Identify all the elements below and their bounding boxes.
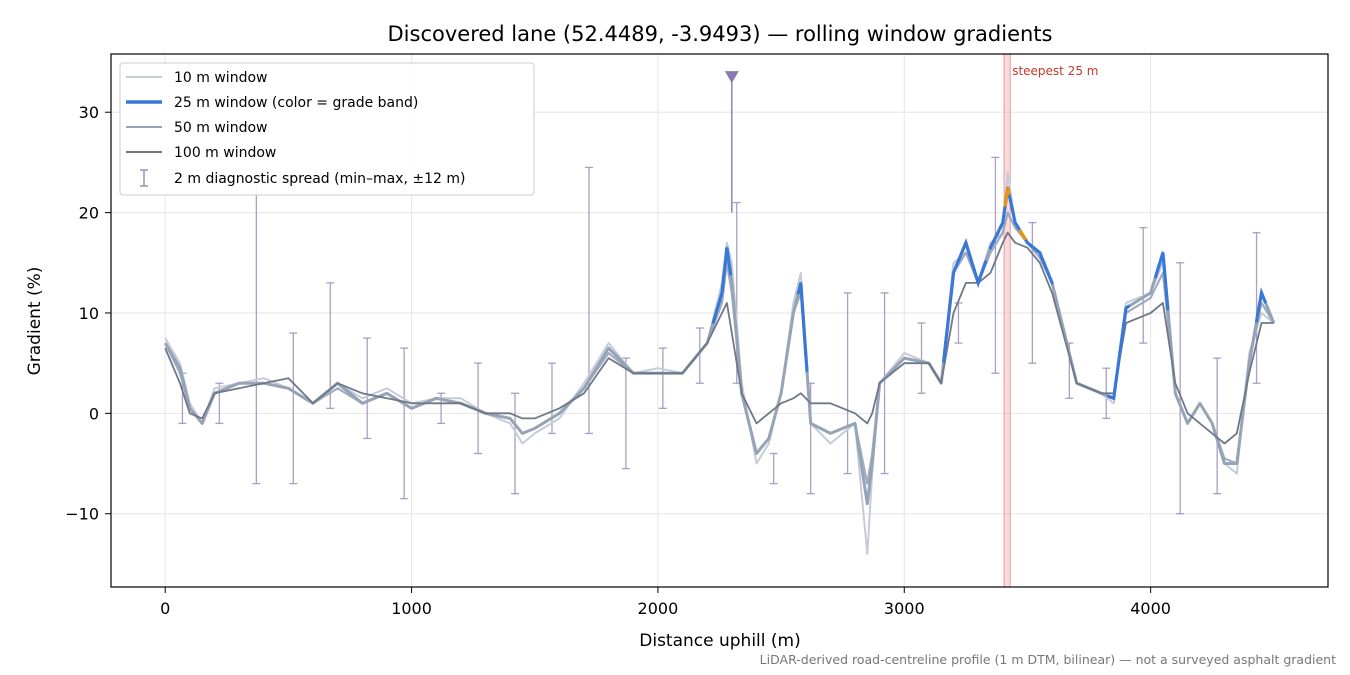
legend: 10 m window 25 m window (color = grade b… (119, 62, 535, 196)
error-bar (991, 156, 1000, 374)
series-line-100m (164, 231, 1274, 445)
series-25m-band-segment (1154, 252, 1170, 311)
series-lines (163, 171, 1276, 555)
gridlines (111, 54, 1328, 587)
series-25m-band-segment (1255, 287, 1267, 323)
plot-frame (110, 53, 1329, 588)
series-25m-band-segment (796, 282, 809, 373)
axis-ticks: 0 1000 2000 3000 4000 −10 0 10 20 30 (65, 103, 1171, 618)
error-bar (843, 292, 852, 475)
legend-label-50m: 50 m window (174, 120, 267, 136)
error-bar (252, 171, 261, 485)
legend-label-errorbar: 2 m diagnostic spread (min–max, ±12 m) (174, 171, 465, 187)
error-bar (400, 347, 409, 500)
x-tick-label: 1000 (391, 599, 432, 618)
y-axis-label: Gradient (%) (25, 267, 45, 376)
x-tick-label: 2000 (638, 599, 679, 618)
legend-label-10m: 10 m window (174, 70, 267, 86)
y-tick-label: −10 (65, 505, 99, 524)
y-tick-label: 10 (79, 304, 99, 323)
error-bar (1252, 232, 1261, 384)
error-bar (658, 347, 667, 409)
legend-swatch-errorbar (140, 169, 148, 187)
series-25m-band-segment (711, 247, 733, 324)
error-bar (511, 392, 520, 495)
error-bar (289, 332, 298, 485)
error-bar (621, 357, 630, 470)
error-bar (363, 337, 372, 440)
error-bar (880, 292, 889, 475)
steepest-highlight-span (1003, 53, 1011, 588)
error-bars (178, 156, 1261, 515)
error-bar (695, 327, 704, 384)
error-bar (1139, 227, 1148, 344)
series-line-50m (164, 211, 1275, 485)
error-bar (769, 452, 778, 485)
error-bar (917, 322, 926, 394)
error-bar (1213, 357, 1222, 495)
error-bar (584, 166, 593, 435)
legend-label-25m: 25 m window (color = grade band) (174, 95, 418, 111)
annotation-layer: steepest 25 m (724, 53, 1098, 588)
series-line-25m (163, 186, 1276, 506)
footnote: LiDAR-derived road-centreline profile (1… (760, 652, 1336, 667)
y-tick-label: 20 (79, 204, 99, 223)
legend-label-100m: 100 m window (174, 145, 276, 161)
y-tick-label: 30 (79, 103, 99, 122)
series-25m-band-segment (1107, 304, 1131, 401)
series-25m-band-segment (942, 238, 988, 363)
chart-title: Discovered lane (52.4489, -3.9493) — rol… (388, 22, 1053, 46)
x-axis-label: Distance uphill (m) (639, 631, 800, 651)
x-tick-label: 0 (160, 599, 170, 618)
error-bar (1176, 262, 1185, 515)
series-25m-band-segment (1018, 229, 1027, 241)
error-bar (547, 362, 556, 435)
steepest-annotation: steepest 25 m (1012, 64, 1098, 78)
series-line-10m (164, 171, 1275, 555)
y-tick-label: 0 (89, 404, 99, 423)
legend-box (119, 62, 535, 196)
x-tick-label: 3000 (884, 599, 925, 618)
x-tick-label: 4000 (1130, 599, 1171, 618)
series-25m-band-segment (1003, 187, 1011, 207)
